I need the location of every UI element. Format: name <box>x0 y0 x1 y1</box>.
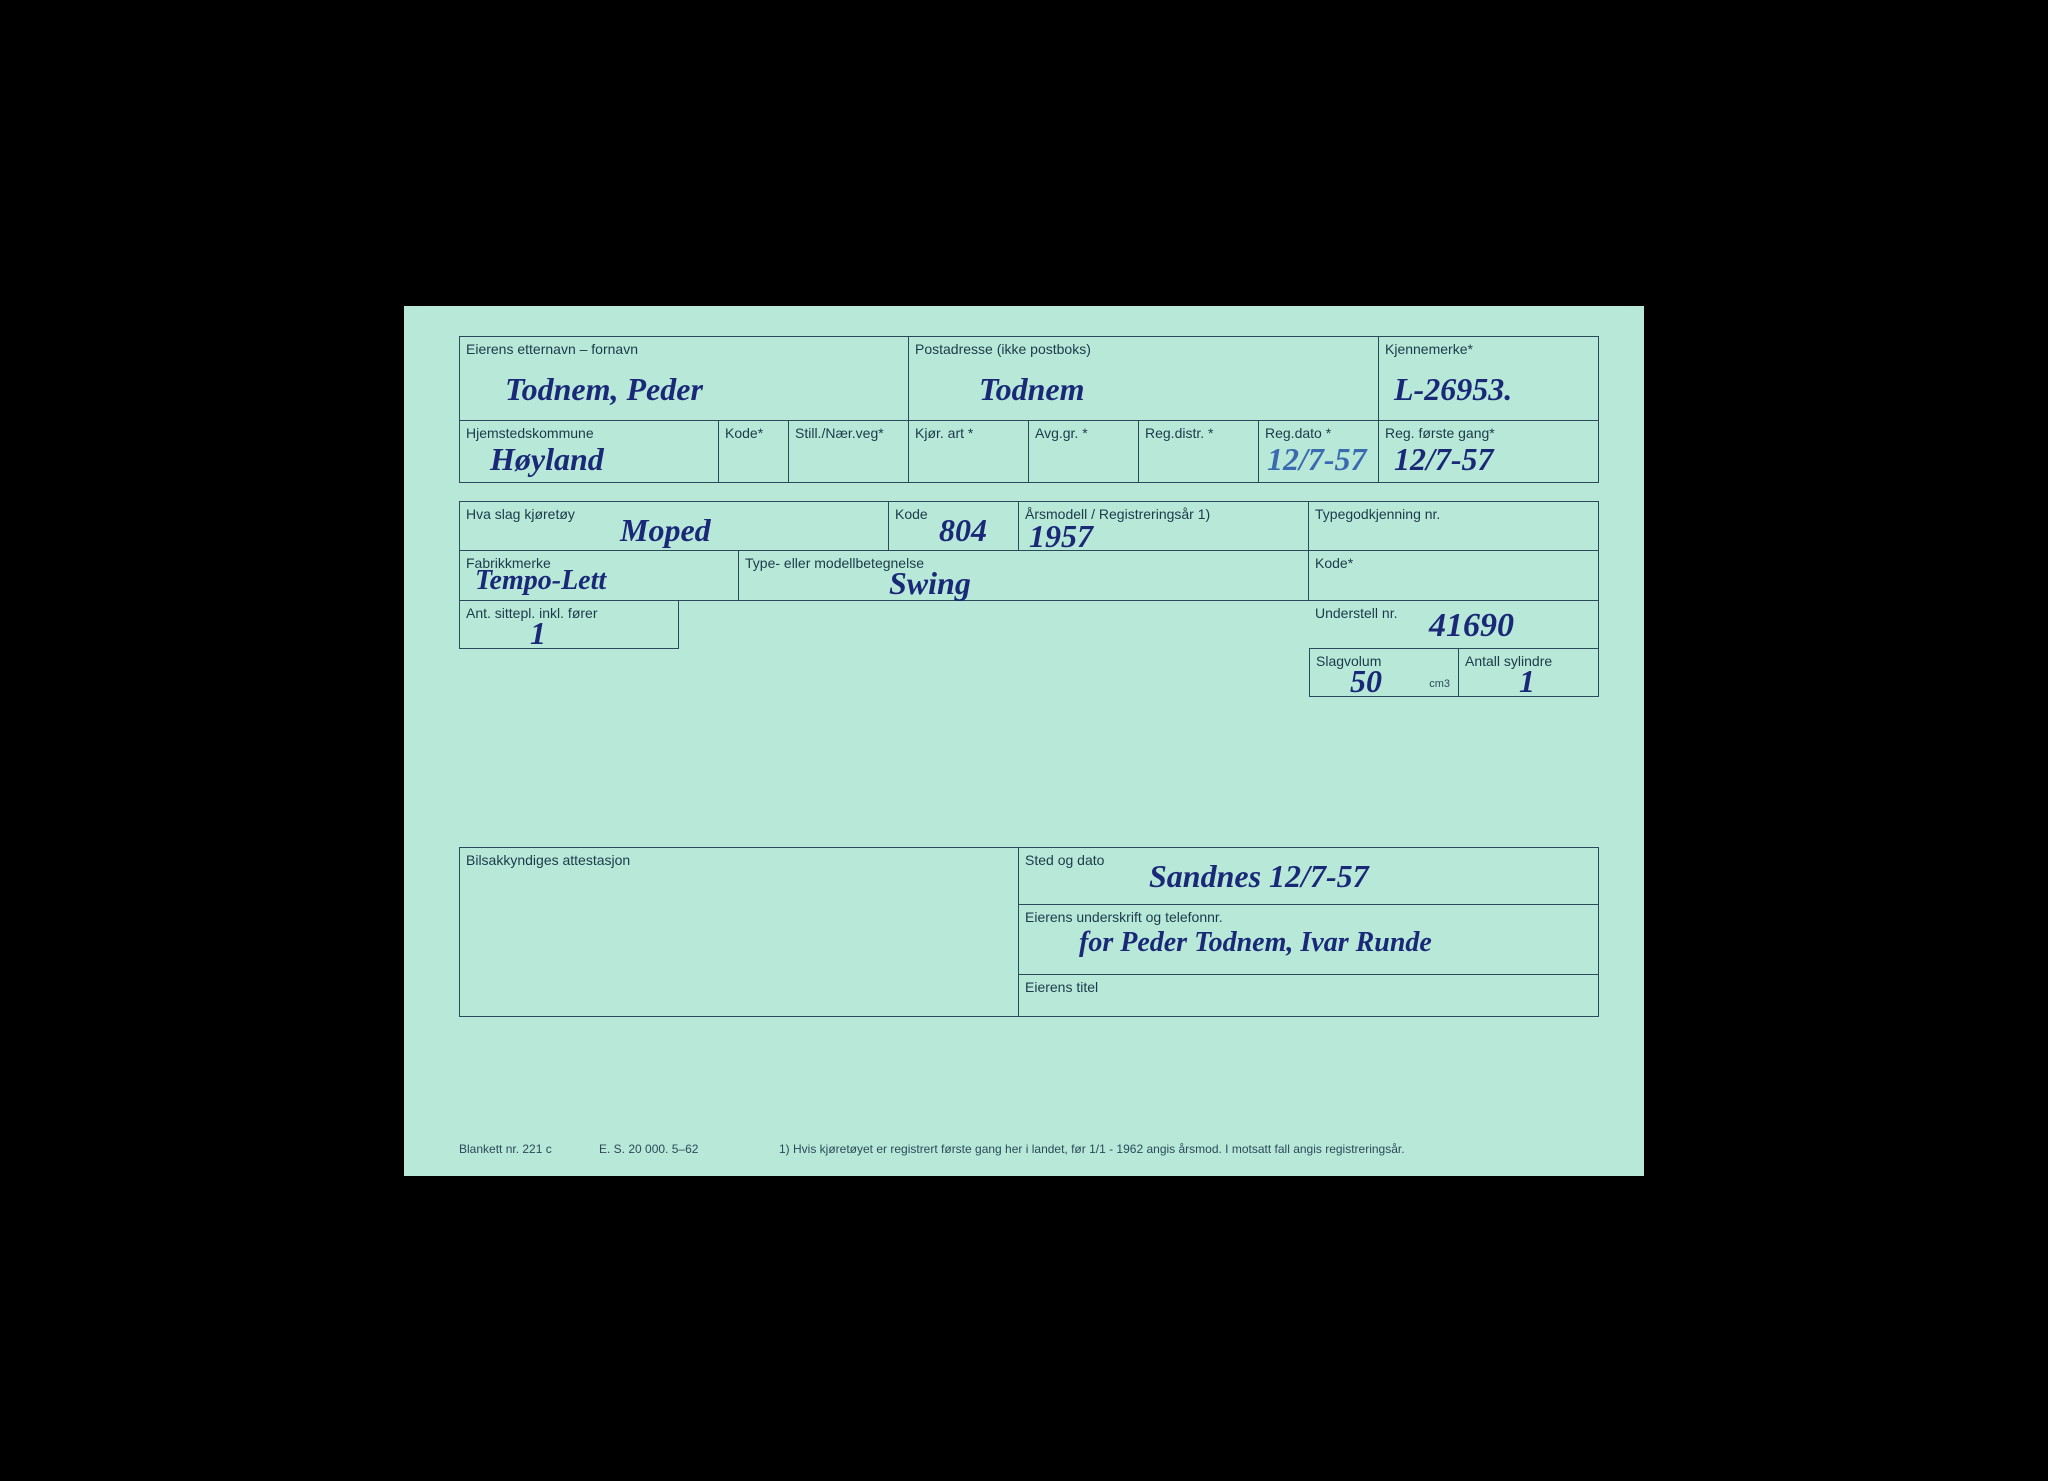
chassis-cell: Understell nr. 41690 <box>1309 601 1599 649</box>
still-cell: Still./Nær.veg* <box>789 421 909 483</box>
owner-name-cell: Eierens etternavn – fornavn Todnem, Pede… <box>459 336 909 421</box>
make-cell: Fabrikkmerke Tempo-Lett <box>459 551 739 601</box>
owner-name-label: Eierens etternavn – fornavn <box>466 341 638 357</box>
regfirst-label: Reg. første gang* <box>1385 425 1495 441</box>
type-cell: Type- eller modellbetegnelse Swing <box>739 551 1309 601</box>
kode-value: 804 <box>939 512 987 549</box>
kode1-label: Kode* <box>725 425 763 441</box>
displacement-cell: Slagvolum 50 cm3 <box>1309 649 1459 697</box>
kjor-cell: Kjør. art * <box>909 421 1029 483</box>
spacer-cell <box>679 601 1309 649</box>
regdistr-label: Reg.distr. * <box>1145 425 1213 441</box>
displacement-unit: cm3 <box>1429 678 1450 690</box>
vehicle-type-cell: Hva slag kjøretøy Moped <box>459 501 889 551</box>
owner-section: Eierens etternavn – fornavn Todnem, Pede… <box>459 336 1599 483</box>
kode-label: Kode <box>895 506 928 522</box>
cylinders-value: 1 <box>1519 663 1535 700</box>
cylinders-label: Antall sylindre <box>1465 653 1552 669</box>
place-date-value: Sandnes 12/7-57 <box>1149 858 1369 895</box>
regdato-label: Reg.dato * <box>1265 425 1331 441</box>
title-label: Eierens titel <box>1025 979 1098 995</box>
model-year-value: 1957 <box>1029 518 1093 555</box>
vehicle-type-value: Moped <box>620 512 711 549</box>
attest-cell-2 <box>459 905 1019 975</box>
signature-value: for Peder Todnem, Ivar Runde <box>1079 927 1432 959</box>
vehicle-type-label: Hva slag kjøretøy <box>466 506 575 522</box>
postal-value: Todnem <box>979 371 1085 408</box>
municipality-cell: Hjemstedskommune Høyland <box>459 421 719 483</box>
approval-cell: Typegodkjenning nr. <box>1309 501 1599 551</box>
seats-cell: Ant. sittepl. inkl. fører 1 <box>459 601 679 649</box>
postal-label: Postadresse (ikke postboks) <box>915 341 1091 357</box>
cylinders-cell: Antall sylindre 1 <box>1459 649 1599 697</box>
kode2-label: Kode* <box>1315 555 1353 571</box>
municipality-value: Høyland <box>490 441 604 478</box>
print-info: E. S. 20 000. 5–62 <box>599 1142 779 1156</box>
seats-value: 1 <box>530 615 546 652</box>
still-label: Still./Nær.veg* <box>795 425 884 441</box>
kjor-label: Kjør. art * <box>915 425 973 441</box>
footnote: 1) Hvis kjøretøyet er registrert første … <box>779 1142 1599 1156</box>
plate-label: Kjennemerke* <box>1385 341 1473 357</box>
attest-cell: Bilsakkyndiges attestasjon <box>459 847 1019 905</box>
kode1-cell: Kode* <box>719 421 789 483</box>
kode2-cell: Kode* <box>1309 551 1599 601</box>
registration-card: Eierens etternavn – fornavn Todnem, Pede… <box>404 306 1644 1176</box>
plate-value: L-26953. <box>1394 371 1512 408</box>
attest-label: Bilsakkyndiges attestasjon <box>466 852 630 868</box>
attest-cell-3 <box>459 975 1019 1017</box>
approval-label: Typegodkjenning nr. <box>1315 506 1440 522</box>
model-year-cell: Årsmodell / Registreringsår 1) 1957 <box>1019 501 1309 551</box>
regdistr-cell: Reg.distr. * <box>1139 421 1259 483</box>
make-value: Tempo-Lett <box>475 565 606 597</box>
vehicle-section: Hva slag kjøretøy Moped Kode 804 Årsmode… <box>459 501 1599 697</box>
plate-cell: Kjennemerke* L-26953. <box>1379 336 1599 421</box>
form-number: Blankett nr. 221 c <box>459 1142 599 1156</box>
signature-section: Bilsakkyndiges attestasjon Sted og dato … <box>459 847 1599 1017</box>
title-cell: Eierens titel <box>1019 975 1599 1017</box>
signature-label: Eierens underskrift og telefonnr. <box>1025 909 1223 925</box>
signature-cell: Eierens underskrift og telefonnr. for Pe… <box>1019 905 1599 975</box>
spacer2-cell <box>459 649 1309 697</box>
regdato-value: 12/7-57 <box>1267 441 1367 478</box>
displacement-value: 50 <box>1350 663 1382 700</box>
kode-cell: Kode 804 <box>889 501 1019 551</box>
type-value: Swing <box>889 565 971 602</box>
owner-name-value: Todnem, Peder <box>505 371 703 408</box>
place-date-cell: Sted og dato Sandnes 12/7-57 <box>1019 847 1599 905</box>
postal-cell: Postadresse (ikke postboks) Todnem <box>909 336 1379 421</box>
municipality-label: Hjemstedskommune <box>466 425 594 441</box>
regfirst-cell: Reg. første gang* 12/7-57 <box>1379 421 1599 483</box>
place-date-label: Sted og dato <box>1025 852 1104 868</box>
footer: Blankett nr. 221 c E. S. 20 000. 5–62 1)… <box>459 1142 1599 1156</box>
regdato-cell: Reg.dato * 12/7-57 <box>1259 421 1379 483</box>
chassis-label: Understell nr. <box>1315 605 1397 621</box>
avg-cell: Avg.gr. * <box>1029 421 1139 483</box>
chassis-value: 41690 <box>1429 607 1514 645</box>
regfirst-value: 12/7-57 <box>1394 441 1494 478</box>
avg-label: Avg.gr. * <box>1035 425 1088 441</box>
